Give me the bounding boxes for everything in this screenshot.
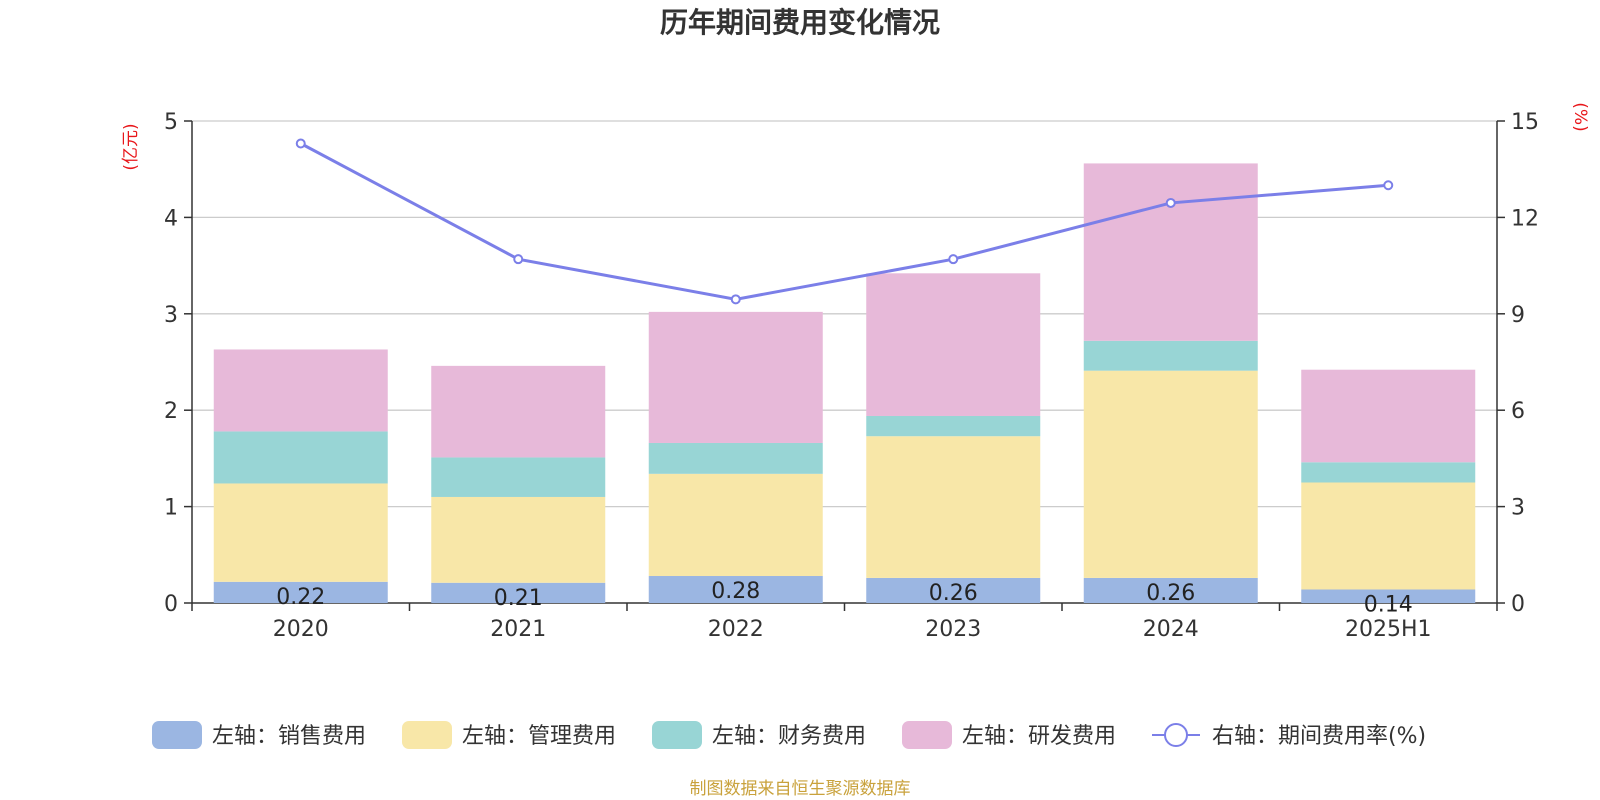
rate-point [513, 254, 524, 265]
bar-segment [1301, 369, 1476, 463]
right-tick-label: 12 [1511, 206, 1539, 231]
bar-segment [431, 457, 606, 497]
bar-segment [866, 415, 1041, 437]
bar-segment [431, 496, 606, 583]
line-series [295, 138, 1394, 305]
bar-segment [1083, 163, 1258, 341]
bar-segment [1301, 462, 1476, 483]
bar-segment [1301, 589, 1476, 603]
left-tick-label: 0 [164, 592, 178, 617]
right-tick-label: 3 [1511, 496, 1525, 521]
left-tick-label: 3 [164, 303, 178, 328]
rate-point [1383, 180, 1394, 191]
bar-value-label: 0.22 [276, 585, 325, 610]
bar-segment [431, 365, 606, 458]
bar-segment [648, 442, 823, 474]
x-tick-label: 2021 [490, 617, 546, 642]
bar-segment [213, 431, 388, 484]
rate-point [730, 294, 741, 305]
source-note: 制图数据来自恒生聚源数据库 [690, 779, 911, 799]
right-axis-unit: (%) [1570, 102, 1590, 131]
rate-point [948, 254, 959, 265]
legend: 左轴：销售费用 左轴：管理费用 左轴：财务费用 左轴：研发费用 右轴：期间费用率(%) [152, 721, 1426, 749]
bar-segment [866, 273, 1041, 416]
bar-segment [1083, 340, 1258, 371]
bar-segment [866, 577, 1041, 603]
bar-segment [1083, 370, 1258, 578]
grid-lines [192, 120, 1497, 508]
rate-point [295, 138, 306, 149]
left-tick-label: 1 [164, 496, 178, 521]
left-tick-label: 5 [164, 110, 178, 135]
legend-swatch-marker [1164, 723, 1188, 747]
right-tick-label: 15 [1511, 110, 1539, 135]
legend-label: 右轴：期间费用率(%) [1212, 724, 1426, 749]
bar-segment [213, 483, 388, 582]
bar-segment [1083, 577, 1258, 603]
chart-title: 历年期间费用变化情况 [660, 6, 940, 39]
bar-segment [213, 581, 388, 603]
bar-value-label: 0.26 [1146, 581, 1195, 606]
bar-segment [648, 473, 823, 577]
legend-label: 左轴：研发费用 [962, 724, 1116, 749]
legend-swatch [402, 721, 452, 749]
x-tick-label: 2025H1 [1345, 617, 1432, 642]
x-tick-label: 2024 [1143, 617, 1199, 642]
bar-segment [431, 582, 606, 603]
right-tick-label: 9 [1511, 303, 1525, 328]
bar-segment [1301, 482, 1476, 590]
bar-value-label: 0.26 [929, 581, 978, 606]
x-tick-label: 2020 [273, 617, 329, 642]
right-tick-label: 0 [1511, 592, 1525, 617]
legend-label: 左轴：销售费用 [212, 724, 366, 749]
bar-segment [866, 436, 1041, 578]
legend-swatch [152, 721, 202, 749]
x-tick-label: 2023 [925, 617, 981, 642]
left-tick-label: 2 [164, 399, 178, 424]
right-tick-label: 6 [1511, 399, 1525, 424]
left-tick-label: 4 [164, 206, 178, 231]
bar-segment [648, 576, 823, 603]
legend-label: 左轴：管理费用 [462, 724, 616, 749]
legend-swatch [652, 721, 702, 749]
bar-segment [648, 311, 823, 443]
bar-series: 0.22 0.21 0.28 0.26 0.26 0.14 [213, 163, 1476, 618]
bar-value-label: 0.21 [494, 586, 543, 611]
bar-value-label: 0.14 [1364, 593, 1413, 618]
x-tick-label: 2022 [708, 617, 764, 642]
rate-line [300, 142, 1389, 301]
left-axis-unit: (亿元) [121, 123, 141, 170]
bar-value-label: 0.28 [711, 579, 760, 604]
rate-point [1165, 197, 1176, 208]
bar-segment [213, 349, 388, 432]
legend-label: 左轴：财务费用 [712, 724, 866, 749]
legend-swatch [902, 721, 952, 749]
